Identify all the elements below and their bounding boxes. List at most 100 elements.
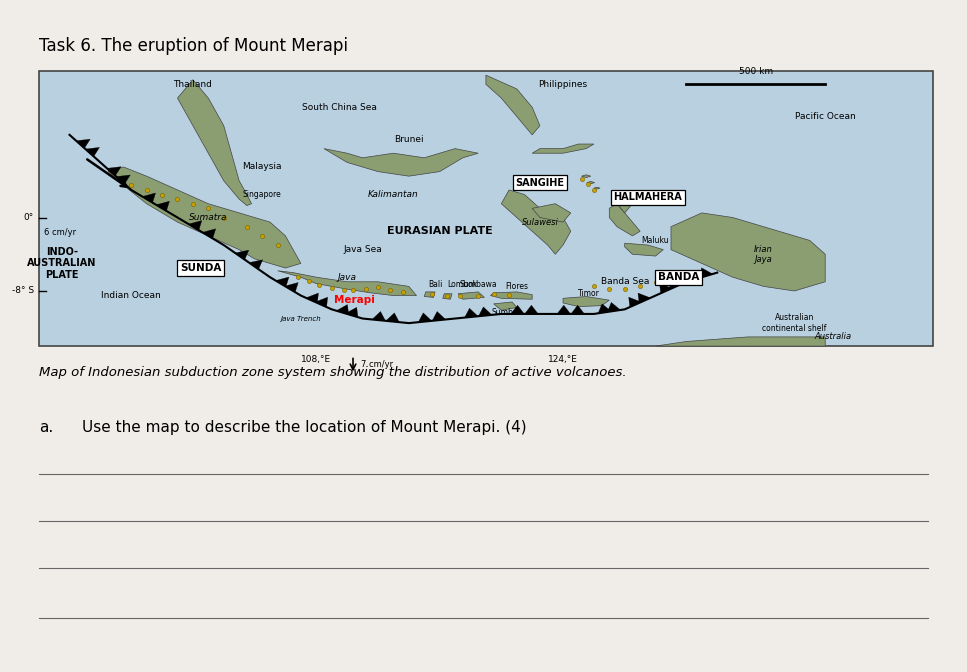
- Text: 7 cm/yr: 7 cm/yr: [361, 360, 393, 370]
- Polygon shape: [249, 260, 263, 269]
- Text: Philippines: Philippines: [539, 80, 588, 89]
- Text: Irian
Jaya: Irian Jaya: [754, 245, 773, 264]
- Text: Australia: Australia: [814, 333, 852, 341]
- Text: 500 km: 500 km: [739, 67, 773, 76]
- Polygon shape: [443, 294, 452, 299]
- Polygon shape: [700, 268, 713, 278]
- Polygon shape: [493, 302, 516, 310]
- Polygon shape: [276, 277, 289, 287]
- Text: SUNDA: SUNDA: [180, 263, 221, 273]
- Text: Maluku: Maluku: [642, 236, 669, 245]
- Polygon shape: [501, 190, 571, 254]
- Polygon shape: [315, 297, 328, 307]
- Polygon shape: [372, 312, 386, 321]
- Polygon shape: [76, 139, 90, 149]
- Text: Sumba: Sumba: [491, 308, 517, 317]
- Text: Australian
continental shelf: Australian continental shelf: [762, 313, 827, 333]
- Text: Sulawesi: Sulawesi: [521, 218, 558, 226]
- Text: Use the map to describe the location of Mount Merapi. (4): Use the map to describe the location of …: [82, 420, 527, 435]
- Polygon shape: [485, 75, 540, 135]
- Text: 124,°E: 124,°E: [548, 355, 578, 364]
- Polygon shape: [202, 228, 216, 239]
- Text: 6 cm/yr: 6 cm/yr: [44, 228, 75, 237]
- Text: INDO-
AUSTRALIAN
PLATE: INDO- AUSTRALIAN PLATE: [27, 247, 97, 280]
- Polygon shape: [107, 167, 121, 176]
- Text: Malaysia: Malaysia: [243, 163, 282, 171]
- Polygon shape: [656, 337, 825, 346]
- Text: Sumatra: Sumatra: [190, 213, 227, 222]
- Polygon shape: [156, 201, 169, 211]
- Polygon shape: [285, 282, 298, 292]
- Text: Indian Ocean: Indian Ocean: [102, 291, 161, 300]
- Polygon shape: [511, 305, 524, 314]
- Polygon shape: [581, 175, 591, 177]
- Text: Flores: Flores: [506, 282, 528, 291]
- Polygon shape: [189, 220, 202, 230]
- Text: Java Trench: Java Trench: [280, 316, 321, 321]
- Text: 0°: 0°: [23, 213, 34, 222]
- Text: Timor: Timor: [578, 289, 601, 298]
- Text: -8° S: -8° S: [12, 286, 34, 296]
- Polygon shape: [525, 305, 539, 314]
- Polygon shape: [607, 302, 621, 312]
- Polygon shape: [464, 308, 478, 318]
- Polygon shape: [324, 149, 479, 176]
- Text: Java: Java: [337, 273, 357, 282]
- Text: Thailand: Thailand: [173, 80, 213, 89]
- Text: BANDA: BANDA: [658, 272, 699, 282]
- Text: Lombok: Lombok: [448, 280, 478, 289]
- Polygon shape: [116, 175, 131, 184]
- Text: Bali: Bali: [427, 280, 442, 289]
- Polygon shape: [532, 144, 594, 153]
- Polygon shape: [638, 293, 651, 303]
- Polygon shape: [594, 187, 601, 189]
- Polygon shape: [563, 296, 609, 306]
- Text: Brunei: Brunei: [394, 135, 424, 144]
- Polygon shape: [669, 280, 682, 289]
- Polygon shape: [386, 313, 399, 322]
- Polygon shape: [671, 213, 825, 291]
- Text: Pacific Ocean: Pacific Ocean: [795, 112, 856, 121]
- Text: Merapi: Merapi: [335, 295, 375, 305]
- Text: Banda Sea: Banda Sea: [601, 278, 649, 286]
- Text: Sumbawa: Sumbawa: [459, 280, 497, 289]
- Text: 108,°E: 108,°E: [301, 355, 332, 364]
- Polygon shape: [598, 304, 611, 313]
- Polygon shape: [479, 307, 492, 317]
- Polygon shape: [108, 167, 301, 268]
- Polygon shape: [419, 313, 431, 322]
- Polygon shape: [235, 250, 249, 259]
- Polygon shape: [625, 243, 663, 256]
- Polygon shape: [629, 297, 641, 307]
- Polygon shape: [571, 305, 584, 314]
- Polygon shape: [178, 80, 251, 206]
- Polygon shape: [557, 305, 571, 314]
- Polygon shape: [659, 284, 672, 293]
- Polygon shape: [432, 312, 446, 321]
- Text: Kalimantan: Kalimantan: [368, 190, 419, 199]
- Polygon shape: [458, 292, 484, 299]
- Polygon shape: [587, 181, 595, 183]
- Text: Java Sea: Java Sea: [343, 245, 382, 254]
- Polygon shape: [345, 307, 358, 317]
- Text: a.: a.: [39, 420, 53, 435]
- Polygon shape: [490, 292, 532, 299]
- Polygon shape: [306, 293, 318, 303]
- Polygon shape: [532, 204, 571, 222]
- Polygon shape: [278, 271, 417, 296]
- Polygon shape: [142, 193, 156, 203]
- Polygon shape: [425, 292, 435, 298]
- Text: South China Sea: South China Sea: [302, 103, 377, 112]
- Text: Task 6. The eruption of Mount Merapi: Task 6. The eruption of Mount Merapi: [39, 37, 348, 55]
- Text: SANGIHE: SANGIHE: [515, 177, 565, 187]
- Polygon shape: [337, 304, 349, 314]
- Polygon shape: [609, 204, 640, 236]
- Text: Map of Indonesian subduction zone system showing the distribution of active volc: Map of Indonesian subduction zone system…: [39, 366, 627, 379]
- Text: Singapore: Singapore: [243, 190, 281, 199]
- Text: EURASIAN PLATE: EURASIAN PLATE: [387, 226, 492, 237]
- Polygon shape: [617, 195, 632, 213]
- Polygon shape: [85, 147, 100, 157]
- Bar: [39, 71, 933, 346]
- Polygon shape: [691, 271, 703, 280]
- Text: HALMAHERA: HALMAHERA: [613, 192, 683, 202]
